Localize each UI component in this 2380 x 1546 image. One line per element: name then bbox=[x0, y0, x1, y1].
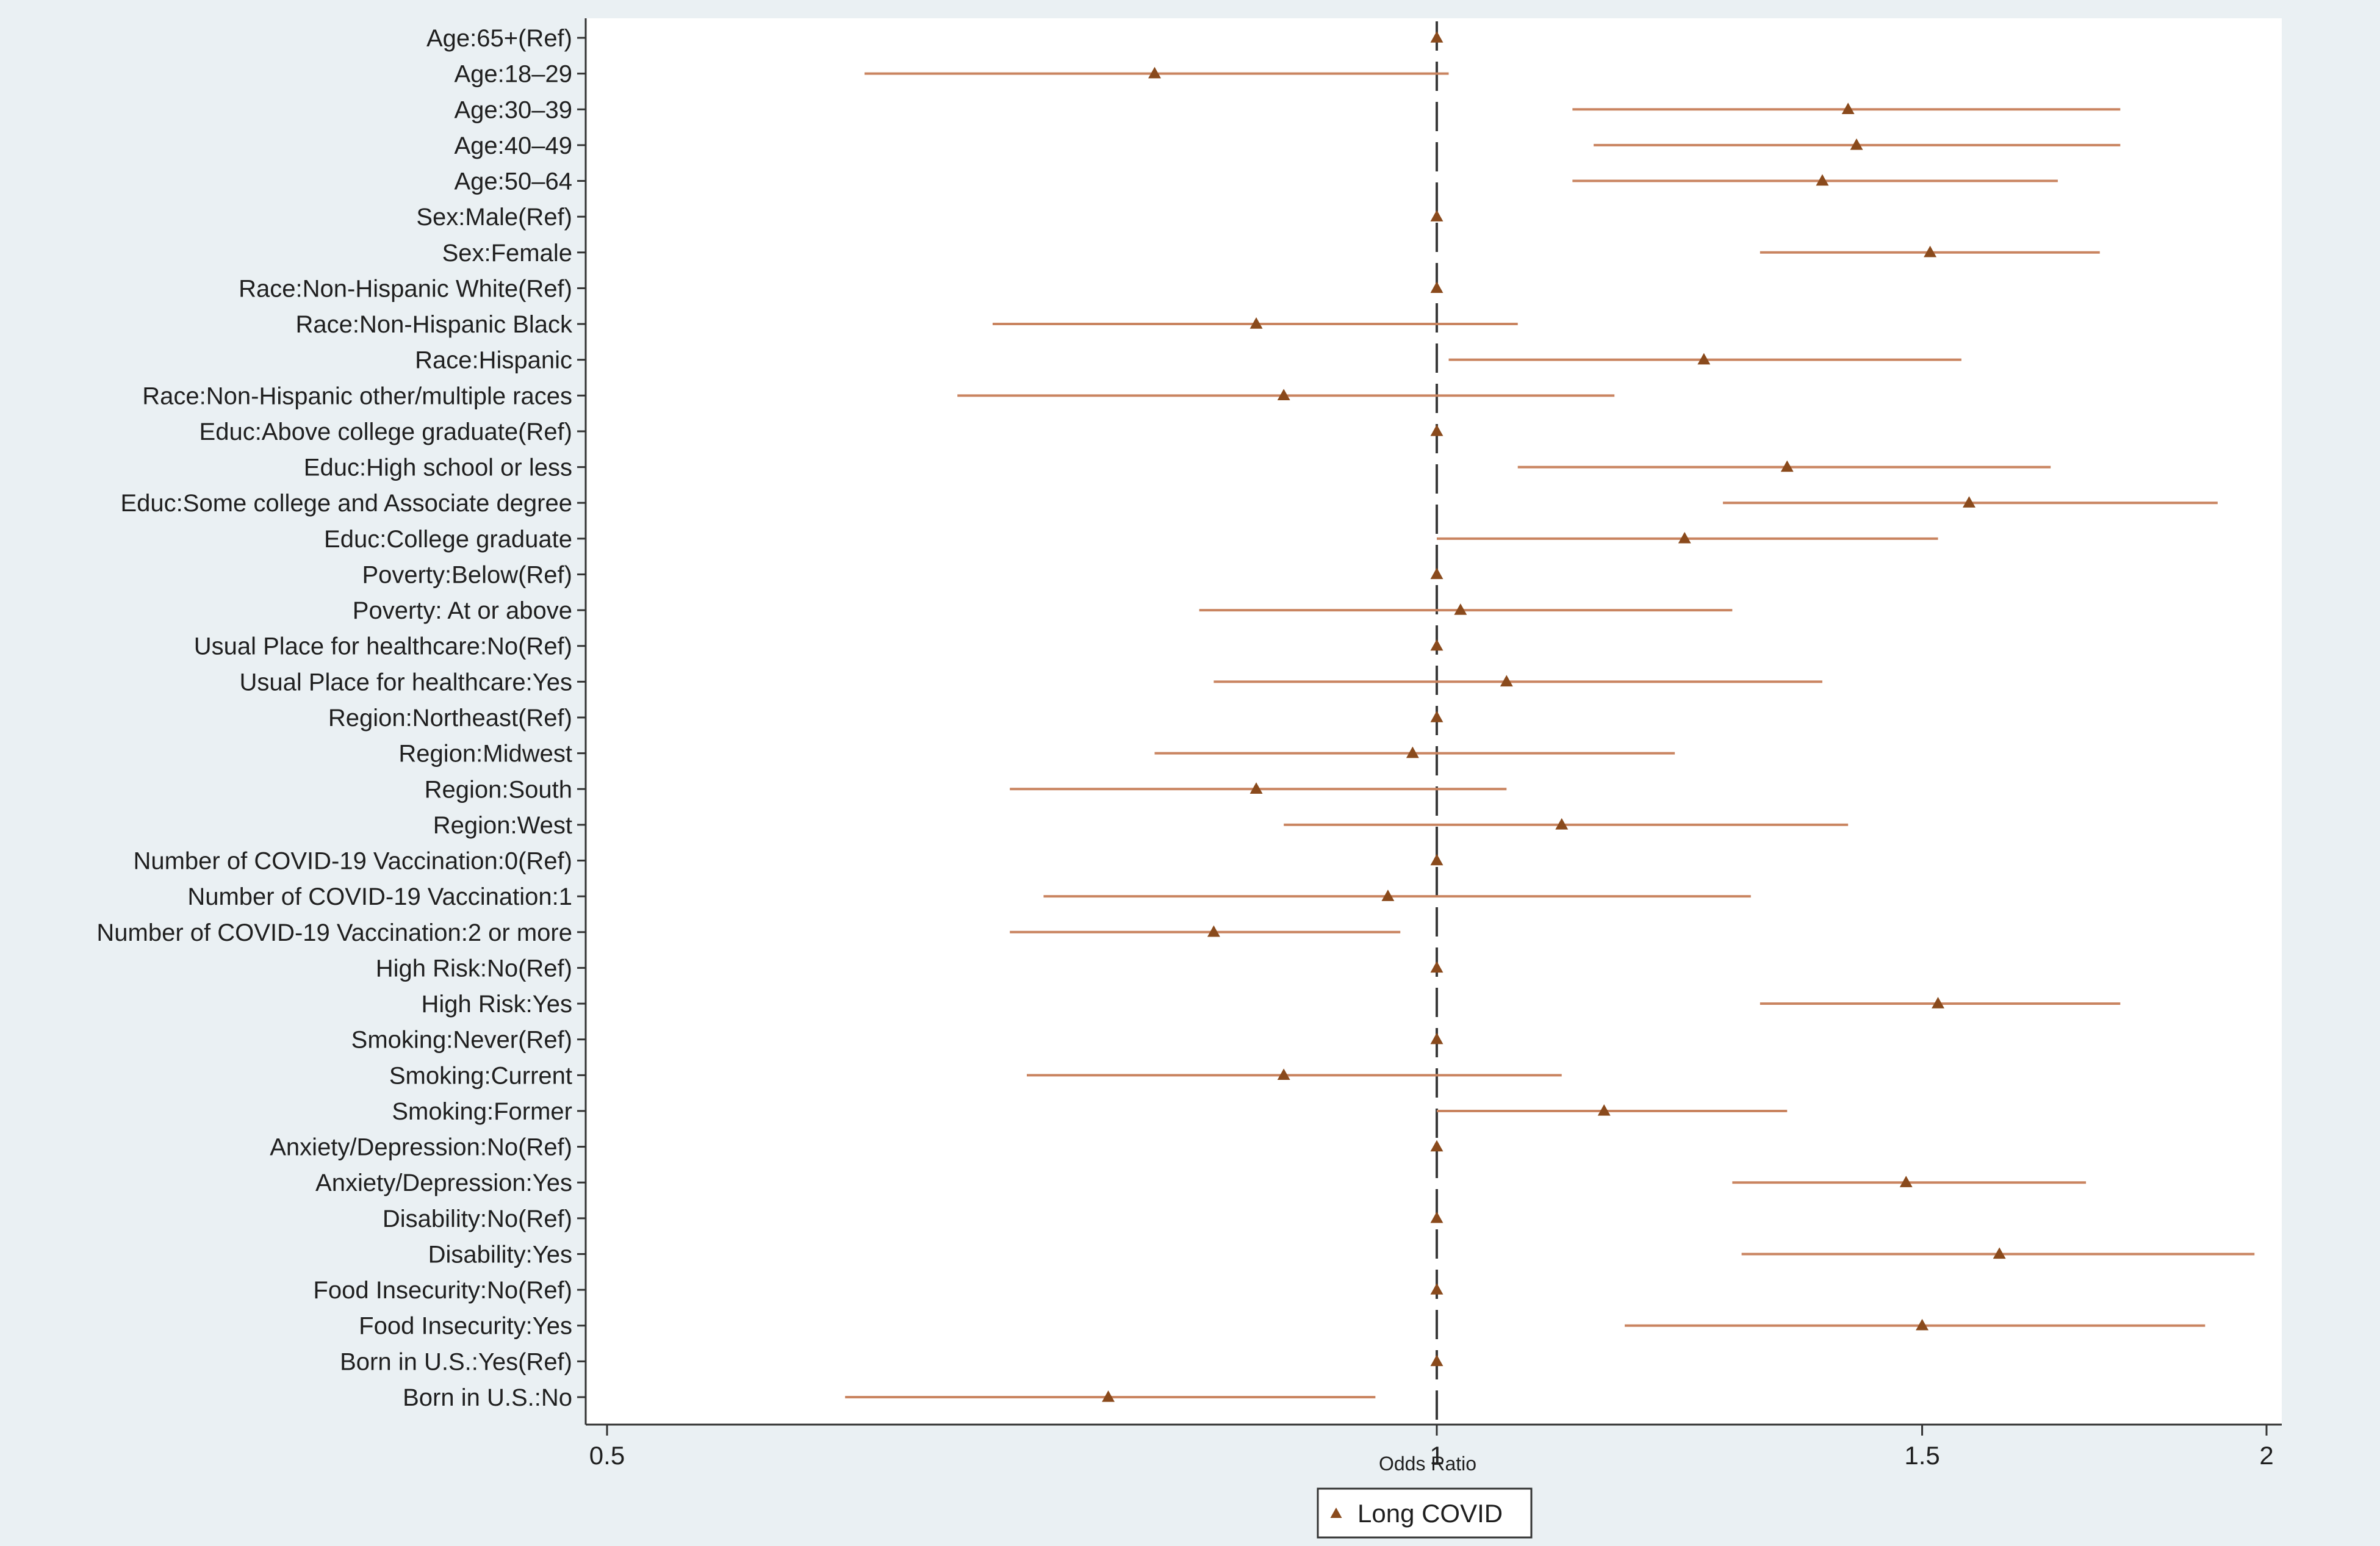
row-label: Smoking:Never(Ref) bbox=[351, 1027, 572, 1054]
estimate-marker bbox=[1430, 1283, 1443, 1295]
estimate-marker bbox=[1430, 1032, 1443, 1044]
estimate-marker bbox=[1430, 961, 1443, 973]
estimate-marker bbox=[1430, 210, 1443, 221]
row-label: Sex:Female bbox=[442, 240, 572, 267]
estimate-marker bbox=[1381, 890, 1395, 901]
row-label: Anxiety/Depression:Yes bbox=[315, 1170, 572, 1196]
legend-label: Long COVID bbox=[1357, 1499, 1503, 1528]
estimate-marker bbox=[1430, 1211, 1443, 1223]
estimate-marker bbox=[1277, 389, 1290, 401]
estimate-marker bbox=[1249, 782, 1263, 794]
legend: Long COVID bbox=[1317, 1487, 1533, 1539]
x-tick-label: 1 bbox=[1429, 1441, 1443, 1470]
row-label: Poverty:Below(Ref) bbox=[362, 561, 572, 588]
row-label: Number of COVID-19 Vaccination:1 bbox=[187, 883, 572, 910]
row-label: Age:18–29 bbox=[454, 61, 572, 88]
estimate-marker bbox=[1430, 639, 1443, 651]
row-label: Race:Non-Hispanic White(Ref) bbox=[239, 275, 572, 302]
row-label: High Risk:No(Ref) bbox=[376, 955, 572, 982]
estimate-marker bbox=[1430, 567, 1443, 580]
estimate-marker bbox=[1932, 997, 1944, 1008]
row-label: Age:40–49 bbox=[454, 132, 572, 159]
estimate-marker bbox=[1899, 1176, 1913, 1187]
estimate-marker bbox=[1430, 424, 1443, 436]
estimate-marker bbox=[1500, 675, 1513, 687]
estimate-marker bbox=[1207, 925, 1220, 937]
estimate-marker bbox=[1924, 245, 1937, 257]
row-label: Educ:College graduate bbox=[324, 526, 572, 553]
row-label: Educ:Some college and Associate degree bbox=[121, 490, 573, 517]
estimate-marker bbox=[1678, 531, 1691, 544]
x-axis-title: Odds Ratio bbox=[1379, 1453, 1476, 1475]
row-label: Usual Place for healthcare:Yes bbox=[239, 669, 572, 696]
row-label: Born in U.S.:No bbox=[403, 1384, 572, 1411]
row-label: Disability:No(Ref) bbox=[383, 1206, 572, 1232]
row-label: Food Insecurity:No(Ref) bbox=[313, 1277, 572, 1304]
estimate-marker bbox=[1406, 746, 1419, 758]
row-label: Race:Hispanic bbox=[415, 347, 572, 374]
x-tick-label: 0.5 bbox=[589, 1441, 625, 1470]
legend-marker bbox=[1330, 1508, 1342, 1518]
row-label: Food Insecurity:Yes bbox=[359, 1313, 572, 1340]
row-label: Born in U.S.:Yes(Ref) bbox=[340, 1348, 572, 1375]
estimate-marker bbox=[1597, 1104, 1611, 1116]
estimate-marker bbox=[1555, 818, 1569, 830]
row-label: Age:50–64 bbox=[454, 168, 572, 195]
estimate-marker bbox=[1430, 1140, 1443, 1152]
estimate-marker bbox=[1841, 102, 1855, 114]
estimate-marker bbox=[1102, 1390, 1115, 1402]
row-label: Smoking:Current bbox=[389, 1062, 572, 1089]
estimate-marker bbox=[1277, 1068, 1290, 1080]
row-label: Age:30–39 bbox=[454, 96, 572, 123]
row-label: Usual Place for healthcare:No(Ref) bbox=[194, 633, 572, 660]
estimate-marker bbox=[1148, 67, 1161, 79]
estimate-marker bbox=[1430, 711, 1443, 722]
row-label: Sex:Male(Ref) bbox=[416, 204, 572, 231]
x-tick-label: 2 bbox=[2259, 1441, 2273, 1470]
row-label: Educ:High school or less bbox=[304, 455, 572, 481]
estimate-marker bbox=[1816, 174, 1829, 186]
estimate-marker bbox=[1850, 138, 1863, 150]
estimate-marker bbox=[1780, 460, 1794, 472]
estimate-marker bbox=[1430, 854, 1443, 866]
estimate-marker bbox=[1993, 1247, 2006, 1259]
row-label: Age:65+(Ref) bbox=[426, 25, 572, 52]
estimate-marker bbox=[1963, 496, 1976, 508]
estimate-marker bbox=[1697, 353, 1711, 365]
row-label: Region:Northeast(Ref) bbox=[328, 705, 572, 732]
row-label: Region:West bbox=[433, 812, 572, 839]
row-label: Educ:Above college graduate(Ref) bbox=[200, 419, 572, 445]
row-label: Region:Midwest bbox=[398, 741, 572, 768]
x-tick-label: 1.5 bbox=[1904, 1441, 1940, 1470]
row-label: Poverty: At or above bbox=[353, 597, 572, 624]
legend-box bbox=[1317, 1487, 1533, 1539]
estimate-marker bbox=[1916, 1318, 1929, 1331]
estimate-marker bbox=[1454, 603, 1467, 615]
estimate-marker bbox=[1430, 1354, 1443, 1367]
row-label: Disability:Yes bbox=[428, 1241, 572, 1268]
estimate-marker bbox=[1430, 281, 1443, 293]
estimate-marker bbox=[1430, 31, 1443, 43]
row-label: Region:South bbox=[425, 776, 572, 803]
row-label: Race:Non-Hispanic Black bbox=[295, 311, 573, 338]
estimate-marker bbox=[1249, 317, 1263, 329]
row-label: Number of COVID-19 Vaccination:2 or more bbox=[96, 919, 572, 946]
row-label: Anxiety/Depression:No(Ref) bbox=[270, 1134, 572, 1161]
row-label: Number of COVID-19 Vaccination:0(Ref) bbox=[133, 848, 572, 875]
row-label: Smoking:Former bbox=[392, 1098, 572, 1125]
row-label: High Risk:Yes bbox=[421, 991, 572, 1018]
row-label: Race:Non-Hispanic other/multiple races bbox=[142, 383, 572, 409]
